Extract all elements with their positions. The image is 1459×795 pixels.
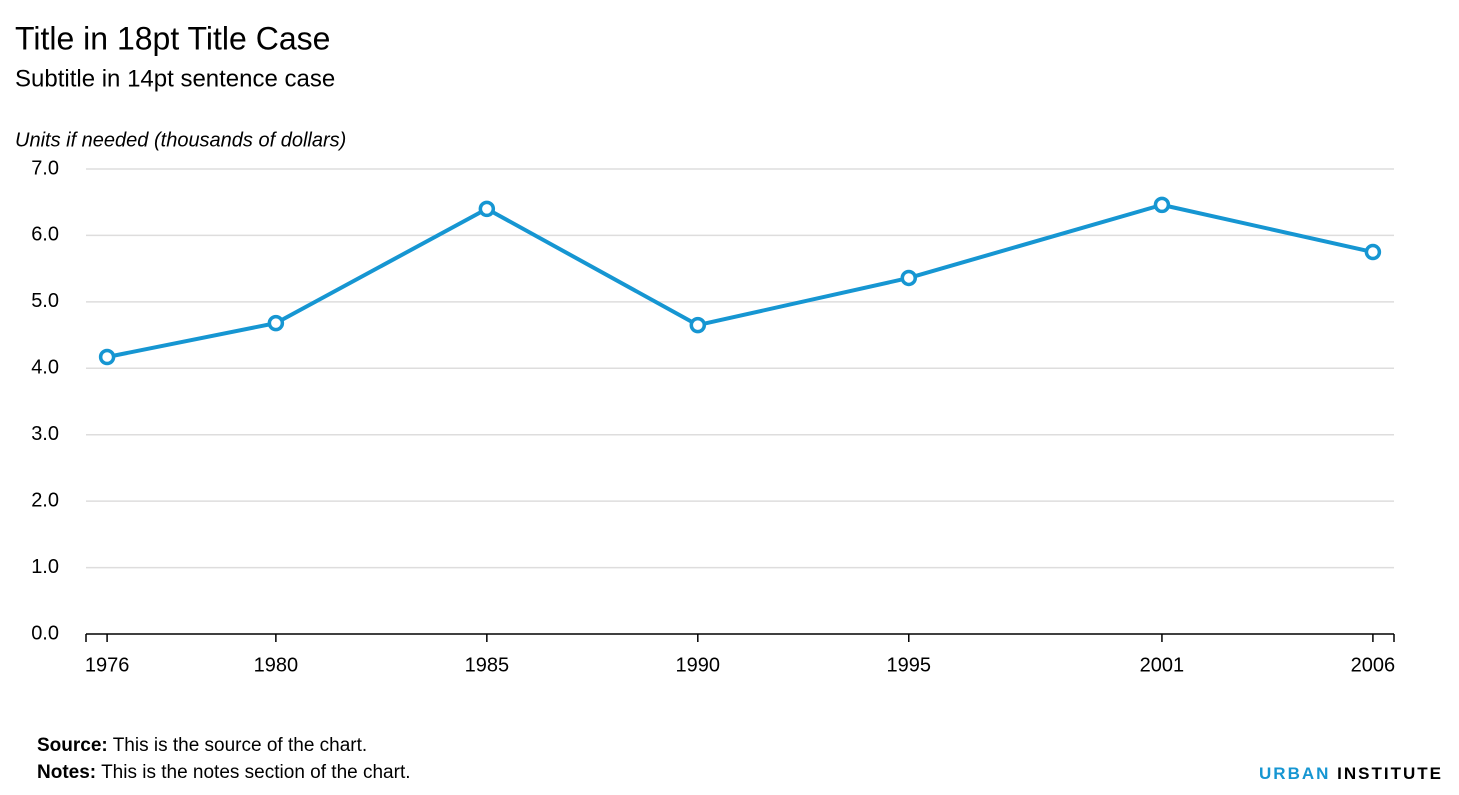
x-tick-label: 1995	[887, 654, 932, 676]
x-tick-label: 1990	[676, 654, 721, 676]
line	[106, 202, 1374, 359]
y-tick-label: 3.0	[31, 423, 59, 445]
point	[267, 314, 285, 332]
x-tick-label: 2001	[1140, 654, 1185, 676]
notes: Notes: This is the notes section of the …	[37, 762, 411, 783]
notes-label: Notes:	[37, 762, 96, 783]
x-tick-label: 1976	[85, 654, 130, 676]
x-tick-label: 1980	[254, 654, 299, 676]
y-tick-label: 6.0	[31, 224, 59, 246]
y-tick-label: 7.0	[31, 157, 59, 179]
x-tick-label: 2006	[1351, 654, 1396, 676]
y-tick-label: 1.0	[31, 556, 59, 578]
y-axis-label: Units if needed (thousands of dollars)	[15, 129, 346, 151]
brand-urban: URBAN	[1259, 764, 1330, 783]
chart-subtitle: Subtitle in 14pt sentence case	[15, 65, 335, 92]
y-tick-label: 2.0	[31, 489, 59, 511]
brand-institute: INSTITUTE	[1337, 764, 1443, 783]
point	[689, 316, 707, 334]
point	[478, 200, 496, 218]
source-label: Source:	[37, 735, 108, 756]
point	[1364, 243, 1382, 261]
point	[900, 269, 918, 287]
chart-title: Title in 18pt Title Case	[15, 20, 330, 56]
source: Source: This is the source of the chart.	[37, 735, 367, 756]
point	[1153, 196, 1171, 214]
y-tick-label: 5.0	[31, 290, 59, 312]
x-tick-label: 1985	[465, 654, 510, 676]
point	[98, 348, 116, 366]
notes-text: This is the notes section of the chart.	[101, 762, 410, 783]
y-tick-label: 0.0	[31, 622, 59, 644]
source-text: This is the source of the chart.	[113, 735, 368, 756]
y-tick-label: 4.0	[31, 357, 59, 379]
brand: URBAN INSTITUTE	[1259, 764, 1443, 783]
